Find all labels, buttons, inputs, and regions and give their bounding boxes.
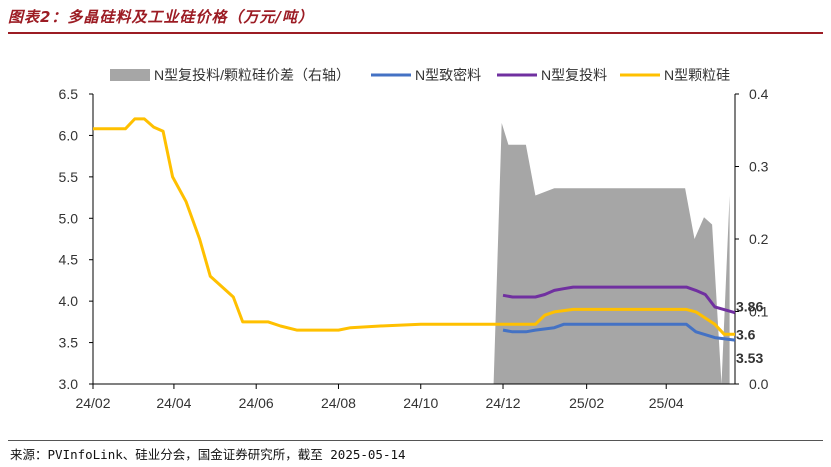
right-tick-label: 0.3 <box>749 159 769 175</box>
end-value-label: 3.53 <box>736 350 763 366</box>
left-tick-label: 3.5 <box>59 335 79 351</box>
chart-title: 图表2：多晶硅料及工业硅价格（万元/吨） <box>8 8 314 26</box>
right-tick-label: 0.2 <box>749 231 769 247</box>
n-dense-line <box>502 322 736 342</box>
x-tick-label: 24/04 <box>156 395 191 411</box>
footer-divider <box>8 440 823 441</box>
left-tick-label: 3.0 <box>59 376 79 392</box>
left-tick-label: 4.0 <box>59 293 79 309</box>
left-tick-label: 6.0 <box>59 127 79 143</box>
spread-area <box>493 123 730 384</box>
title-divider <box>8 32 823 34</box>
legend-n-dense-label: N型致密料 <box>415 67 481 83</box>
end-value-label: 3.6 <box>736 326 756 342</box>
x-tick-label: 25/02 <box>569 395 604 411</box>
right-tick-label: 0.4 <box>749 86 769 102</box>
legend-spread-label: N型复投料/颗粒硅价差（右轴） <box>154 67 350 83</box>
left-tick-label: 6.5 <box>59 86 79 102</box>
price-chart: 6.5 6.0 5.5 5.0 4.5 4.0 3.5 3.0 0.4 0.3 0.2 0.1 0.0 2… <box>59 67 769 411</box>
source-note: 来源：PVInfoLink、硅业分会，国金证券研究所，截至 2025-05-14 <box>10 447 406 462</box>
x-tick-label: 24/06 <box>239 395 274 411</box>
x-tick-label: 24/10 <box>403 395 438 411</box>
x-tick-label: 24/02 <box>75 395 110 411</box>
left-tick-label: 5.0 <box>59 210 79 226</box>
legend-spread-swatch <box>110 69 150 81</box>
left-tick-label: 5.5 <box>59 169 79 185</box>
legend-n-recycled-label: N型复投料 <box>541 67 607 83</box>
left-tick-label: 4.5 <box>59 252 79 268</box>
legend: N型复投料/颗粒硅价差（右轴） N型致密料 N型复投料 N型颗粒硅 <box>110 67 730 83</box>
right-tick-label: 0.1 <box>749 304 769 320</box>
legend-n-granular-label: N型颗粒硅 <box>664 67 730 83</box>
x-tick-label: 24/08 <box>321 395 356 411</box>
n-recycled-line <box>502 285 736 315</box>
end-value-label: 3.86 <box>736 299 763 315</box>
x-tick-label: 25/04 <box>649 395 684 411</box>
x-tick-label: 24/12 <box>485 395 520 411</box>
n-granular-line <box>93 117 735 336</box>
right-tick-label: 0.0 <box>749 376 769 392</box>
